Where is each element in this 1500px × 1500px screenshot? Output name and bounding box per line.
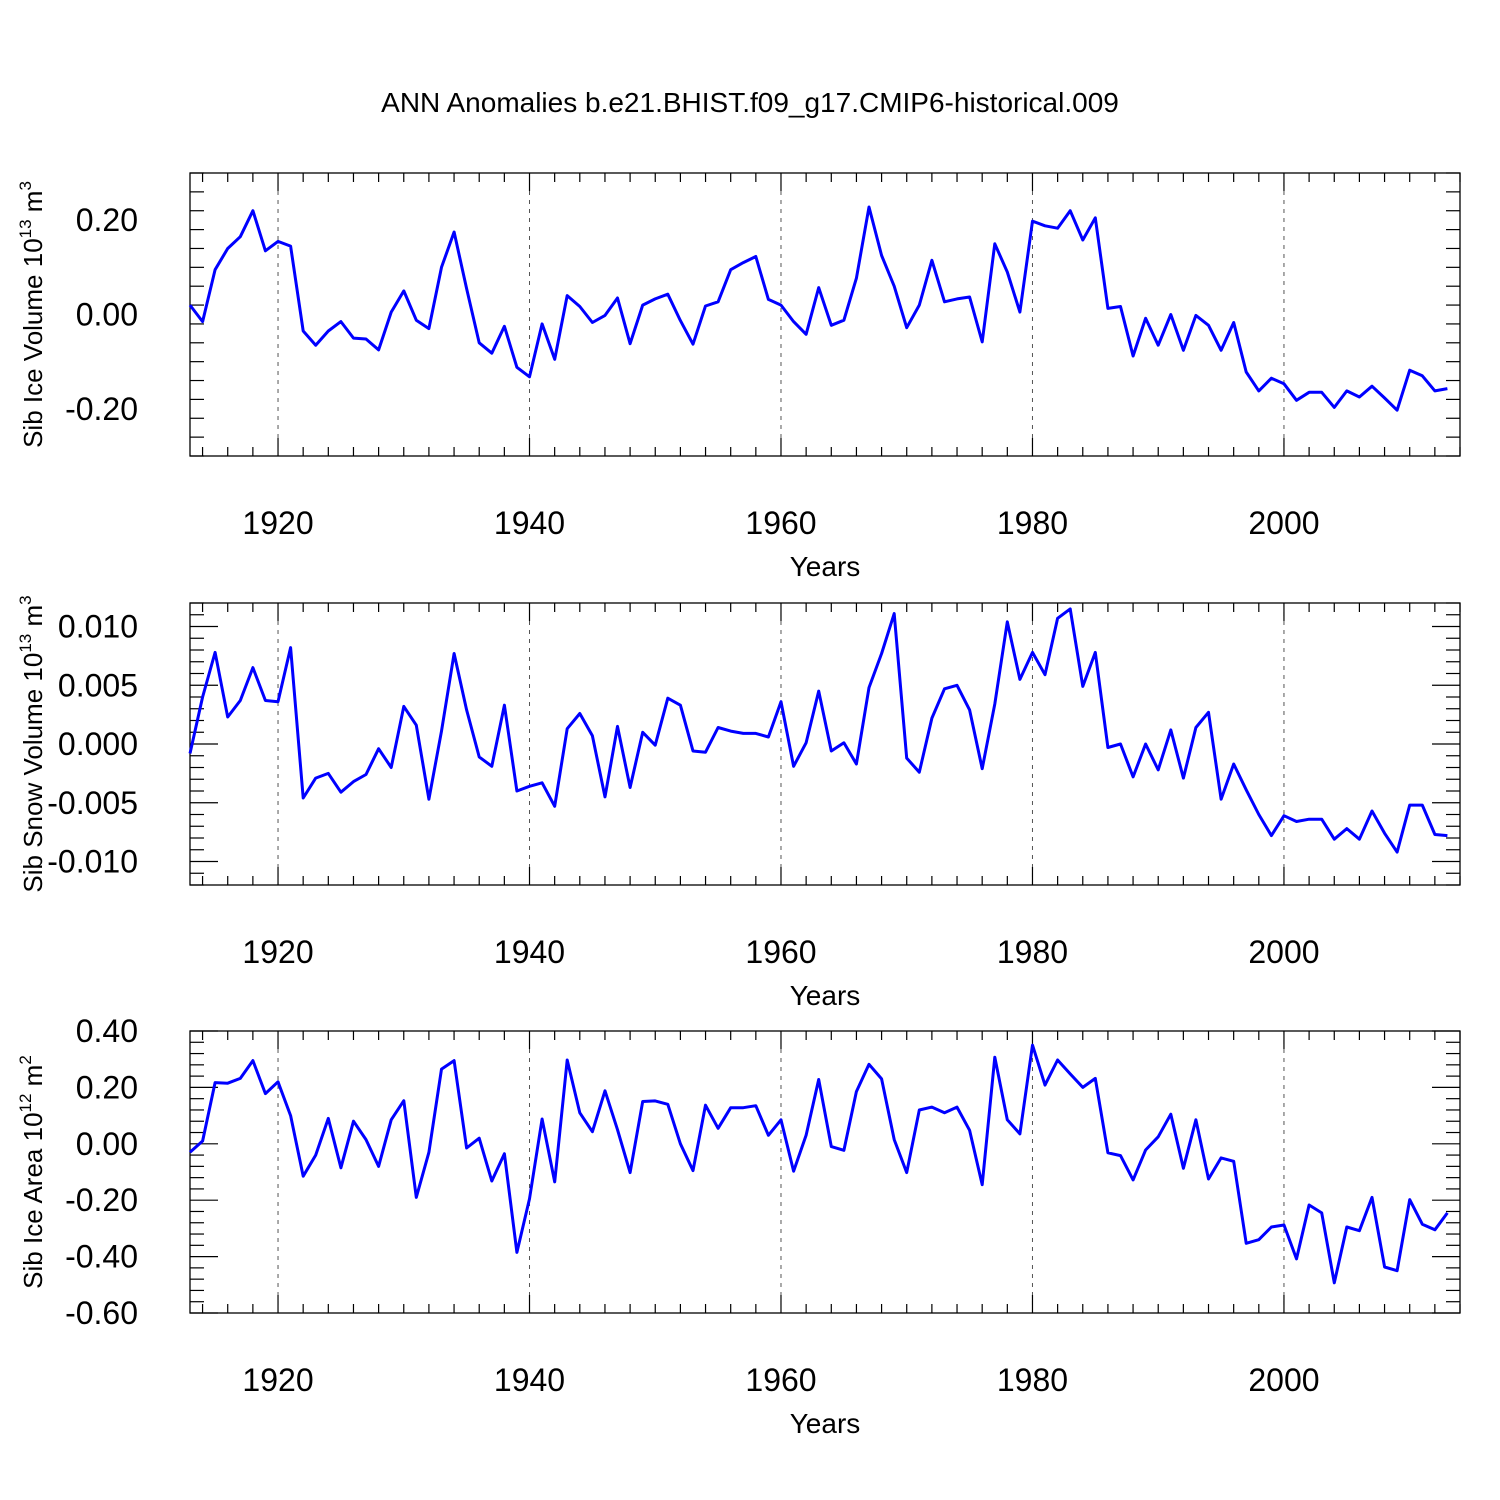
panel-1: -0.20 0.00 0.20 1920 1940 1960 1980 2000 Years Si… <box>16 172 1461 582</box>
y-axis-label: Sib Ice Area 1012 m2 <box>16 1055 48 1289</box>
y-tick-label: 0.20 <box>76 202 138 238</box>
x-tick-label: 1960 <box>745 505 816 541</box>
series-line <box>188 205 1448 412</box>
x-tick-label: 1980 <box>997 934 1068 970</box>
y-tick-label: 0.005 <box>58 667 138 703</box>
plot-frame <box>189 1030 1461 1314</box>
x-tick-label: 1920 <box>242 505 313 541</box>
series-line <box>188 607 1448 854</box>
x-axis-label: Years <box>790 551 861 582</box>
x-tick-label: 1960 <box>745 1362 816 1398</box>
x-axis-label: Years <box>790 980 861 1011</box>
x-tick-label: 1960 <box>745 934 816 970</box>
y-axis-label: Sib Snow Volume 1013 m3 <box>16 595 48 892</box>
x-tick-label: 1980 <box>997 1362 1068 1398</box>
y-tick-label: -0.60 <box>65 1295 138 1331</box>
y-tick-label: -0.010 <box>47 844 138 880</box>
x-axis-label: Years <box>790 1408 861 1439</box>
y-tick-label: 0.000 <box>58 726 138 762</box>
x-tick-label: 1920 <box>242 1362 313 1398</box>
y-tick-label: 0.40 <box>76 1013 138 1049</box>
x-tick-label: 2000 <box>1248 1362 1319 1398</box>
panel-3: -0.60 -0.40 -0.20 0.00 0.20 0.40 1920 1940 1960 1… <box>16 1013 1461 1439</box>
y-axis-label: Sib Ice Volume 1013 m3 <box>16 181 48 448</box>
y-tick-label: -0.20 <box>65 391 138 427</box>
x-tick-label: 1940 <box>494 505 565 541</box>
y-tick-label: 0.010 <box>58 609 138 645</box>
y-tick-label: 0.00 <box>76 297 138 333</box>
y-tick-label: -0.40 <box>65 1239 138 1275</box>
series-line <box>188 1043 1449 1285</box>
y-tick-label: -0.005 <box>47 785 138 821</box>
x-tick-label: 2000 <box>1248 934 1319 970</box>
x-tick-label: 1980 <box>997 505 1068 541</box>
plot-frame <box>189 172 1461 457</box>
panels: -0.20 0.00 0.20 1920 1940 1960 1980 2000 Years Si… <box>16 172 1461 1439</box>
y-tick-label: 0.00 <box>76 1126 138 1162</box>
x-tick-label: 1920 <box>242 934 313 970</box>
figure-title: ANN Anomalies b.e21.BHIST.f09_g17.CMIP6-… <box>381 87 1119 118</box>
y-tick-label: -0.20 <box>65 1182 138 1218</box>
x-tick-label: 1940 <box>494 934 565 970</box>
y-tick-label: 0.20 <box>76 1069 138 1105</box>
panel-2: -0.010 -0.005 0.000 0.005 0.010 1920 1940 1960 1… <box>16 595 1461 1011</box>
x-tick-label: 2000 <box>1248 505 1319 541</box>
x-tick-label: 1940 <box>494 1362 565 1398</box>
